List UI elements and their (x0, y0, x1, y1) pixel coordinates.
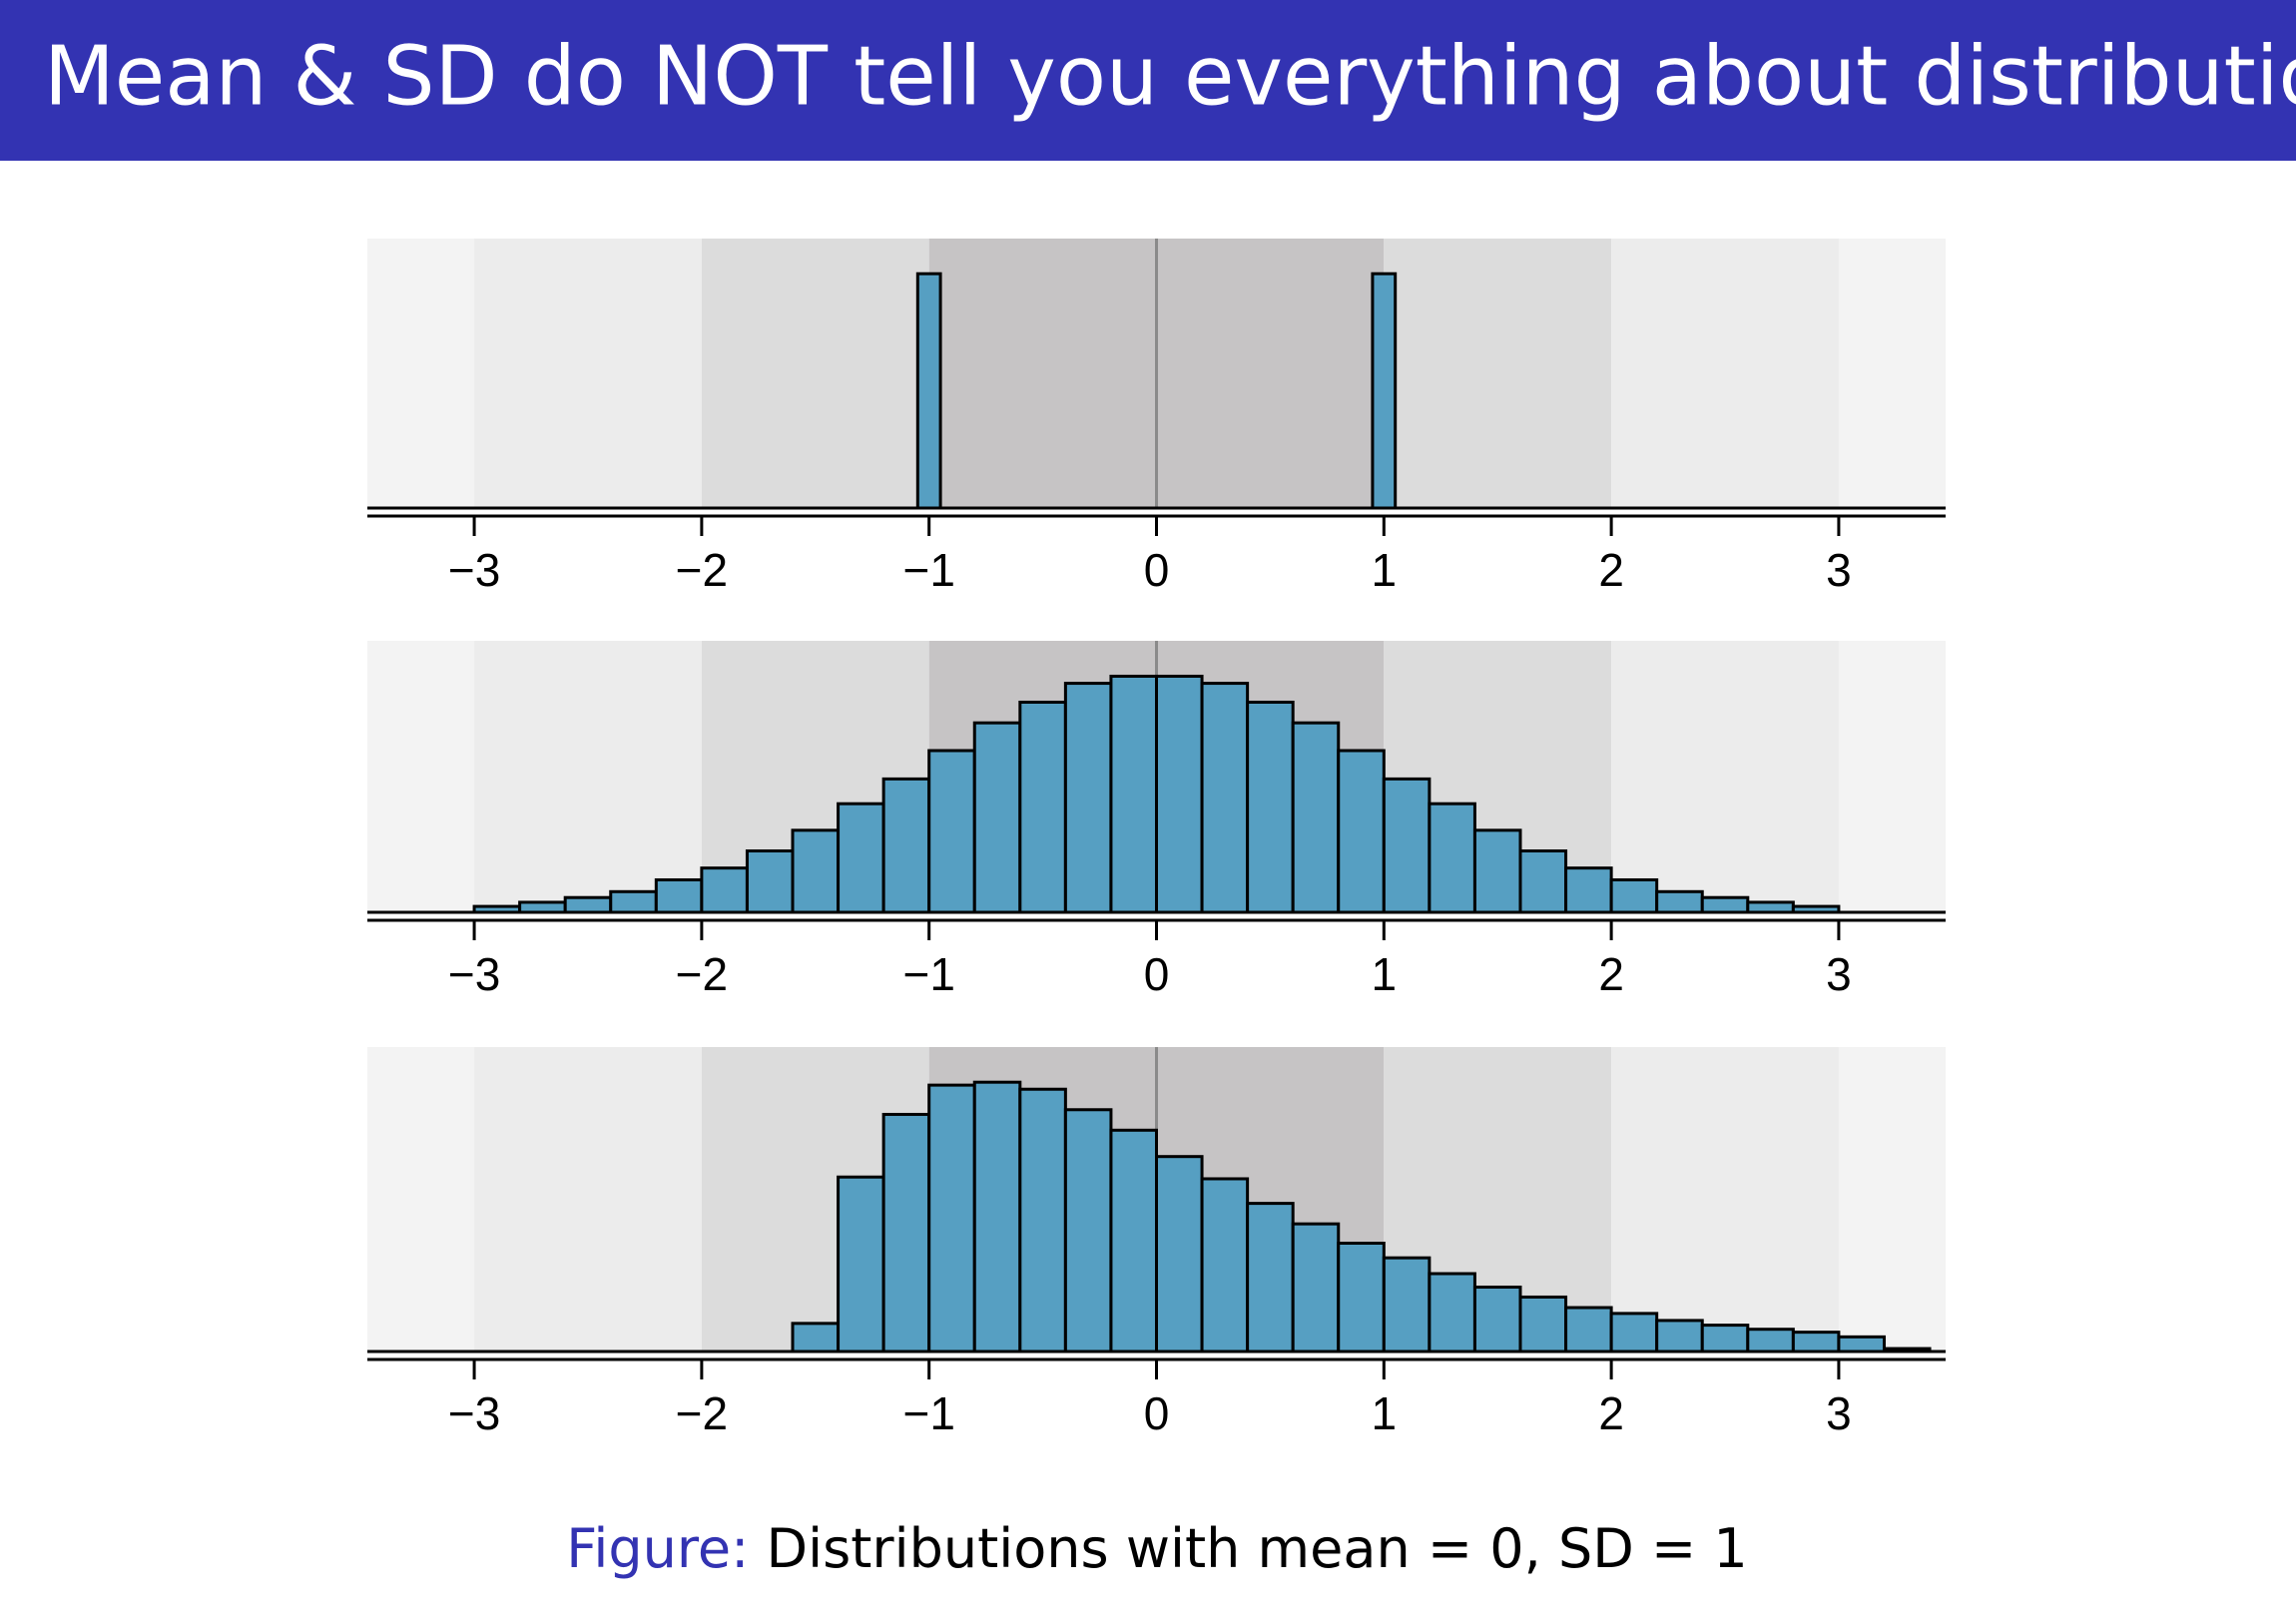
x-tick-label: 1 (1372, 544, 1398, 596)
x-tick-label: 3 (1826, 544, 1852, 596)
slide-title: Mean & SD do NOT tell you everything abo… (44, 29, 2296, 124)
histogram-bar (1382, 777, 1432, 914)
histogram-bar (1109, 1128, 1158, 1353)
histogram-bar (1200, 682, 1250, 914)
band (1384, 239, 1612, 508)
histogram-bar (1609, 877, 1659, 914)
band (928, 239, 1157, 508)
histogram-bar (1371, 271, 1398, 510)
histogram-bar (837, 802, 885, 914)
histogram-bar (1655, 1319, 1704, 1353)
histogram-bar (837, 1175, 885, 1353)
histogram-bar (1291, 721, 1341, 914)
histogram-bar (1428, 802, 1476, 914)
band (474, 1047, 702, 1352)
histogram-bar (1109, 674, 1158, 914)
band (367, 239, 475, 508)
histogram-bar (563, 895, 613, 914)
histogram-bar (791, 1322, 841, 1353)
x-tick-label: 1 (1372, 1387, 1398, 1439)
histogram-bar (1337, 749, 1386, 914)
histogram-bar (972, 1080, 1022, 1353)
histogram-bar (1291, 1222, 1341, 1353)
band (1838, 239, 1946, 508)
histogram-bar (1518, 1295, 1568, 1353)
histogram-bar (1428, 1272, 1476, 1353)
histogram-bar (1746, 900, 1795, 914)
x-tick-label: 0 (1144, 544, 1170, 596)
histogram-bar (881, 777, 931, 914)
histogram-bar (1564, 1306, 1613, 1353)
histogram-bar (1472, 828, 1522, 914)
band (1156, 239, 1385, 508)
band (474, 239, 702, 508)
band (367, 641, 475, 912)
x-tick-label: −1 (902, 948, 954, 1000)
histogram-bar (1791, 1331, 1841, 1353)
x-tick-label: 2 (1598, 948, 1624, 1000)
x-tick-label: −3 (448, 948, 500, 1000)
x-tick-label: 3 (1826, 1387, 1852, 1439)
histogram-bar (1382, 1256, 1432, 1353)
histogram-bar (1564, 866, 1613, 914)
histogram-bar (1700, 1324, 1750, 1353)
histogram-bar (1063, 1108, 1113, 1353)
histogram-bar (1700, 895, 1750, 914)
band (1611, 641, 1839, 912)
band (367, 1047, 475, 1352)
x-tick-label: −3 (448, 544, 500, 596)
x-tick-label: 1 (1372, 948, 1398, 1000)
histogram-bar (1018, 700, 1067, 914)
x-tick-label: −3 (448, 1387, 500, 1439)
x-tick-label: −2 (676, 1387, 728, 1439)
x-tick-label: 2 (1598, 544, 1624, 596)
histogram-bar (1155, 674, 1204, 914)
x-tick-label: −1 (902, 544, 954, 596)
x-tick-label: 3 (1826, 948, 1852, 1000)
histogram-bar (1200, 1177, 1250, 1353)
histogram-bar (609, 889, 658, 914)
title-bar (0, 0, 2296, 161)
histogram-bar (1337, 1241, 1386, 1353)
band (1838, 1047, 1946, 1352)
caption-label: Figure: (566, 1517, 749, 1580)
x-tick-label: 0 (1144, 1387, 1170, 1439)
histogram-bar (745, 849, 795, 914)
x-tick-label: −1 (902, 1387, 954, 1439)
caption-text: Distributions with mean = 0, SD = 1 (766, 1517, 1747, 1580)
histogram-bar (1837, 1335, 1886, 1353)
histogram-bar (1518, 849, 1568, 914)
band (1611, 1047, 1839, 1352)
band (701, 239, 929, 508)
histogram-bar (927, 749, 976, 914)
band (474, 641, 702, 912)
histogram-bar (927, 1083, 976, 1353)
histogram-bar (1063, 682, 1113, 914)
x-tick-label: 2 (1598, 1387, 1624, 1439)
histogram-bar (972, 721, 1022, 914)
histogram-bar (654, 877, 704, 914)
caption: Figure: Distributions with mean = 0, SD … (566, 1517, 1748, 1580)
histogram-bar (1155, 1155, 1204, 1353)
histogram-bar (700, 866, 749, 914)
band (1838, 641, 1946, 912)
x-tick-label: −2 (676, 948, 728, 1000)
histogram-bar (915, 271, 942, 510)
histogram-bar (1018, 1087, 1067, 1353)
histogram-bar (881, 1112, 931, 1353)
x-tick-label: 0 (1144, 948, 1170, 1000)
histogram-bar (518, 900, 567, 914)
histogram-bar (1472, 1285, 1522, 1353)
histogram-bar (1246, 1202, 1295, 1353)
histogram-bar (1609, 1312, 1659, 1353)
band (1611, 239, 1839, 508)
histogram-bar (1746, 1328, 1795, 1353)
histogram-bar (1246, 700, 1295, 914)
histogram-bar (791, 828, 841, 914)
histogram-bar (1655, 889, 1704, 914)
x-tick-label: −2 (676, 544, 728, 596)
